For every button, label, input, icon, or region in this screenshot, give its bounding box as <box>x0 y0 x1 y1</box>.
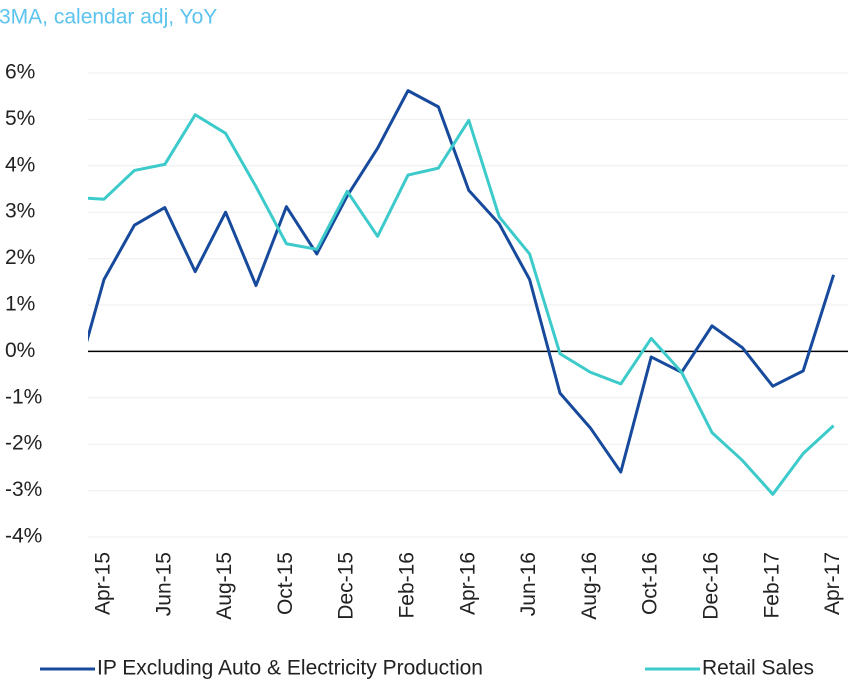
y-tick-label: -1% <box>5 385 42 408</box>
x-tick-label: Jun-16 <box>517 552 540 616</box>
y-tick-label: 0% <box>5 339 35 362</box>
y-tick-label: -3% <box>5 478 42 501</box>
y-tick-label: 6% <box>5 61 35 84</box>
x-tick-label: Aug-15 <box>213 552 236 620</box>
y-tick-label: 4% <box>5 153 35 176</box>
plot-area <box>88 89 836 496</box>
y-tick-label: -4% <box>5 525 42 548</box>
x-tick-label: Jun-15 <box>152 552 175 616</box>
chart-subtitle: 3MA, calendar adj, YoY <box>0 6 217 29</box>
y-tick-label: 5% <box>5 107 35 130</box>
x-tick-label: Apr-16 <box>456 552 479 615</box>
x-tick-label: Dec-15 <box>335 552 358 620</box>
series-line <box>88 113 835 496</box>
x-tick-label: Apr-17 <box>821 552 844 615</box>
x-tick-label: Dec-16 <box>700 552 723 620</box>
y-tick-label: 1% <box>5 293 35 316</box>
x-tick-label: Apr-15 <box>92 552 115 615</box>
x-tick-label: Feb-16 <box>396 552 419 619</box>
x-tick-label: Oct-15 <box>274 552 297 615</box>
y-tick-label: 3% <box>5 200 35 223</box>
x-tick-label: Feb-17 <box>760 552 783 619</box>
legend-label: Retail Sales <box>702 657 814 680</box>
x-tick-label: Oct-16 <box>639 552 662 615</box>
legend-label: IP Excluding Auto & Electricity Producti… <box>97 657 483 680</box>
y-tick-label: 2% <box>5 246 35 269</box>
y-tick-label: -2% <box>5 432 42 455</box>
x-tick-label: Aug-16 <box>578 552 601 620</box>
series-line <box>88 89 836 474</box>
